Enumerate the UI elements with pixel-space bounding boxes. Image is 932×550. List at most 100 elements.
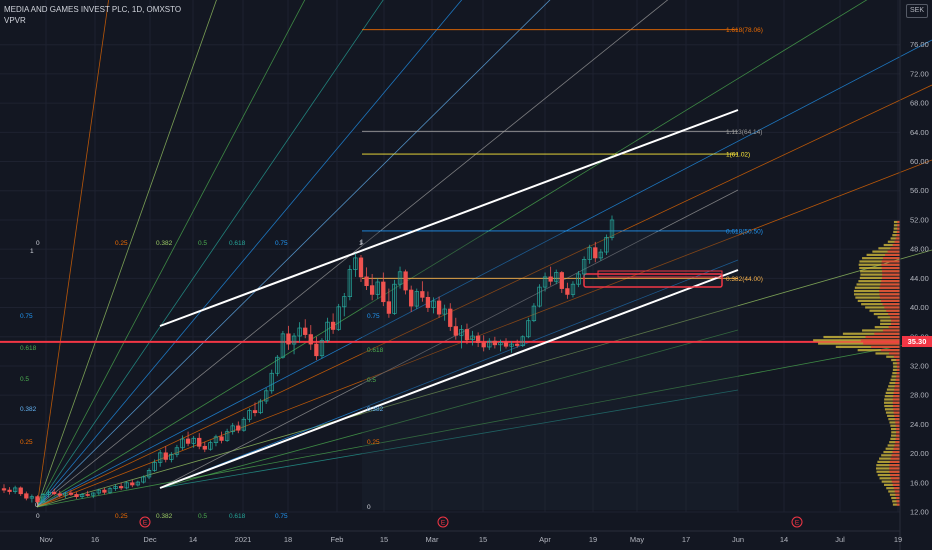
candle-up (152, 462, 157, 471)
candle-down (35, 496, 40, 503)
candle-up (230, 425, 235, 433)
volume-bar (894, 444, 900, 447)
volume-bar (884, 408, 900, 411)
y-tick-label: 16.00 (910, 478, 929, 487)
candle-up (247, 410, 252, 420)
candle-up (174, 447, 180, 455)
candle-up (375, 281, 380, 295)
y-tick-label: 32.00 (910, 361, 929, 370)
volume-bar (895, 237, 900, 240)
symbol-title: MEDIA AND GAMES INVEST PLC, 1D, OMXSTO (4, 5, 182, 14)
candle-up (275, 356, 280, 374)
volume-bar (889, 421, 900, 424)
volume-bar (881, 276, 900, 279)
volume-bar (896, 496, 900, 500)
candle-up (487, 340, 492, 348)
candle-down (308, 334, 313, 345)
volume-bar (886, 309, 900, 312)
y-tick-label: 68.00 (910, 99, 929, 108)
volume-bar (881, 280, 900, 283)
volume-bar (879, 457, 900, 460)
candles (1, 215, 615, 505)
volume-bar (872, 250, 900, 253)
volume-bar (889, 470, 900, 473)
volume-bar (879, 477, 900, 480)
candle-up (442, 308, 447, 315)
channel-lower-line (159, 269, 739, 489)
candle-down (85, 494, 90, 496)
volume-bar (882, 257, 900, 260)
candle-up (91, 492, 96, 496)
volume-bar (888, 385, 900, 388)
candle-up (63, 492, 68, 496)
gann-fan-line (36, 0, 384, 508)
volume-bar (897, 220, 900, 224)
candle-down (548, 276, 553, 282)
volume-bar (859, 260, 900, 263)
volume-bar (879, 293, 900, 296)
currency-badge[interactable]: SEK (906, 4, 928, 18)
x-tick-label: May (630, 535, 644, 544)
volume-bar (892, 234, 900, 237)
x-axis: Nov 16 Dec 14 2021 18 Feb 15 Mar 15 Apr 19 May 17 Jun 1… (39, 535, 902, 544)
volume-bar (858, 280, 900, 283)
candle-down (286, 333, 291, 345)
volume-bar (885, 391, 900, 394)
x-tick-label: Mar (426, 535, 439, 544)
volume-bar (889, 381, 900, 385)
y-tick-label: 48.00 (910, 245, 929, 254)
fib-level-label: 1.618(78.06) (726, 27, 763, 34)
volume-bar (893, 365, 900, 368)
candle-up (146, 470, 152, 478)
candle-up (470, 335, 475, 341)
x-tick-label: Feb (331, 535, 344, 544)
volume-bar (880, 349, 900, 352)
gann-fan-line (36, 249, 932, 508)
x-tick-label: 14 (780, 535, 788, 544)
volume-bar (896, 503, 900, 506)
volume-bar (859, 266, 900, 270)
volume-bar (879, 289, 900, 293)
volume-bar (881, 266, 900, 270)
volume-bar (892, 368, 900, 371)
candle-down (420, 291, 425, 298)
candle-up (213, 436, 219, 443)
candle-up (598, 251, 603, 259)
volume-bar (835, 345, 900, 348)
volume-bar (892, 398, 900, 401)
volume-bar (896, 431, 900, 434)
volume-bar (886, 388, 900, 391)
gann-left-label: 1 (30, 248, 34, 255)
y-tick-label: 44.00 (910, 274, 929, 283)
candle-down (236, 425, 241, 431)
gann-fan-line (36, 0, 306, 508)
volume-bar (895, 424, 900, 427)
candle-up (353, 257, 358, 270)
fib-levels: 1.618(78.06) 1.113(64.14) 1(61.02) 0.618(50… (362, 27, 763, 283)
volume-bar (890, 477, 900, 480)
volume-bar (894, 490, 900, 493)
volume-bar (813, 339, 900, 342)
x-tick-label: Dec (143, 535, 157, 544)
volume-bar (889, 441, 900, 444)
volume-bar (894, 388, 900, 391)
volume-bar (896, 365, 900, 368)
volume-bar (890, 457, 900, 460)
volume-bar (880, 283, 900, 286)
gann-top-label: 0.618 (229, 240, 246, 247)
y-tick-label: 28.00 (910, 391, 929, 400)
highlight-zone-inner (597, 270, 723, 278)
candle-down (102, 489, 107, 493)
volume-bar (890, 427, 900, 431)
candle-down (358, 257, 364, 278)
volume-bar (895, 378, 900, 381)
volume-bar (884, 404, 900, 408)
gann-fan-line (36, 0, 868, 508)
candle-up (124, 482, 129, 489)
volume-bar (895, 421, 900, 424)
volume-bar (888, 326, 900, 329)
volume-bar (896, 358, 900, 362)
volume-bar (894, 418, 900, 421)
volume-bar (863, 342, 900, 345)
